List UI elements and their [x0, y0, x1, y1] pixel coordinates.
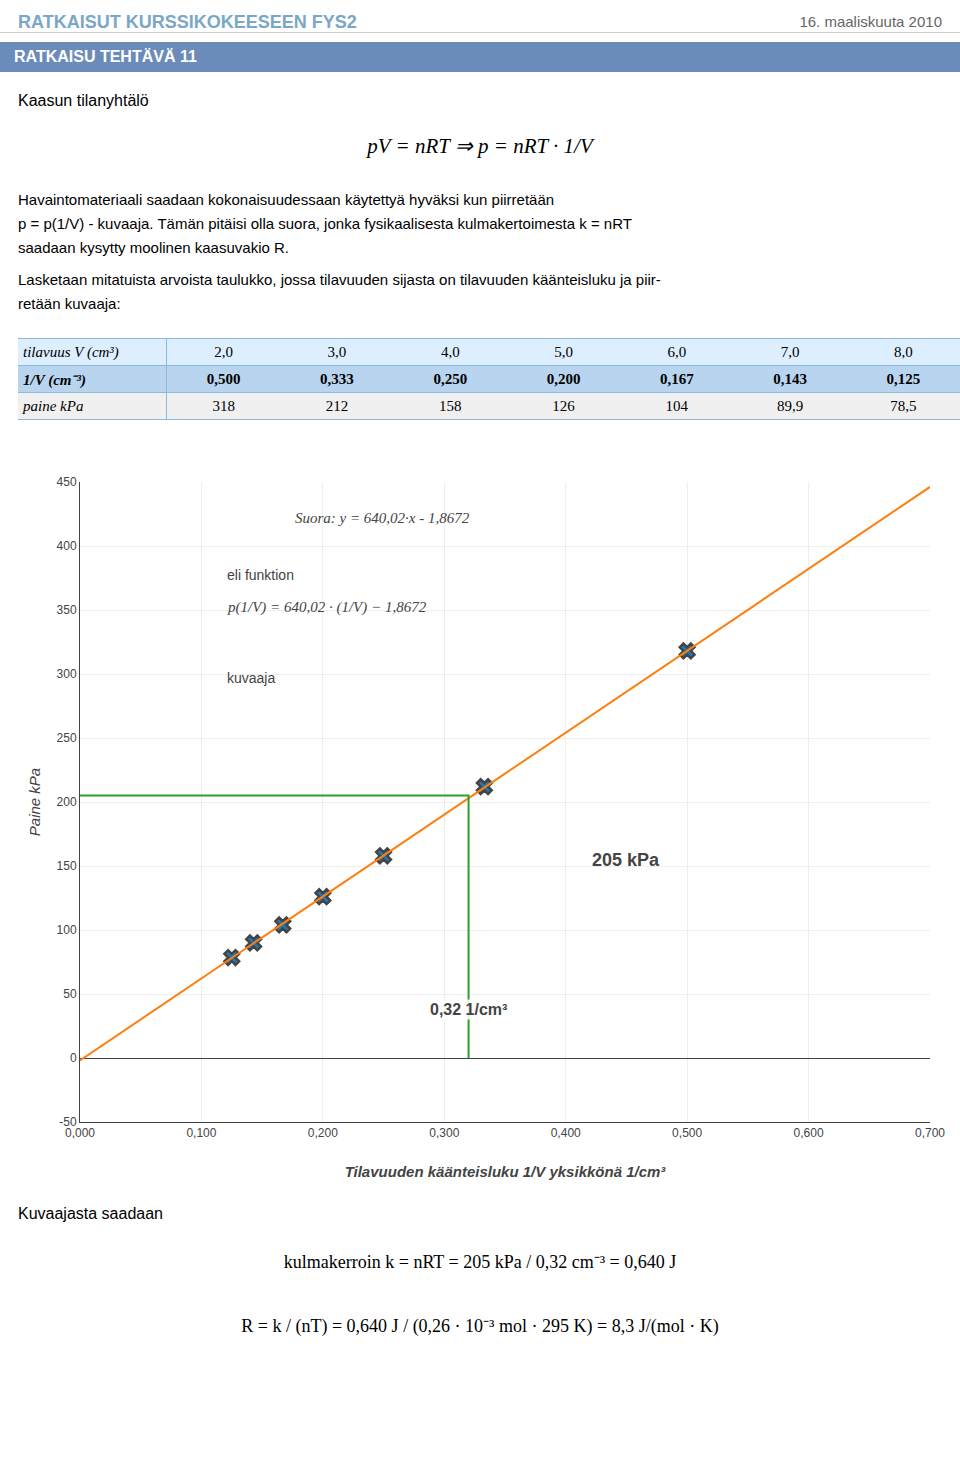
- svg-text:0,300: 0,300: [429, 1126, 459, 1140]
- svg-text:200: 200: [57, 795, 77, 809]
- svg-text:0,600: 0,600: [794, 1126, 824, 1140]
- html-text:Lasketaan mitatuista arvoista: Lasketaan mitatuista arvoista taulukko, …: [18, 271, 661, 288]
- html-text:p = p(1/V) - kuvaaja. Tämän pi: p = p(1/V) - kuvaaja. Tämän pitäisi olla…: [18, 215, 632, 232]
- svg-text:205 kPa: 205 kPa: [592, 850, 660, 870]
- html-text:tilavuus V (cm³): tilavuus V (cm³): [23, 343, 119, 360]
- html-text:104: 104: [665, 397, 688, 414]
- svg-text:Paine kPa: Paine kPa: [26, 768, 43, 836]
- svg-text:Suora: y = 640,02·x - 1,8672: Suora: y = 640,02·x - 1,8672: [295, 510, 470, 526]
- html-text:78,5: 78,5: [890, 397, 917, 414]
- html-text:16. maaliskuuta 2010: 16. maaliskuuta 2010: [799, 13, 942, 30]
- svg-text:0,32 1/cm³: 0,32 1/cm³: [430, 1001, 507, 1018]
- html-text:0,250: 0,250: [433, 370, 468, 387]
- html-text:0,200: 0,200: [546, 370, 581, 387]
- html-text:RATKAISU TEHTÄVÄ 11: RATKAISU TEHTÄVÄ 11: [14, 48, 197, 65]
- svg-text:0,500: 0,500: [672, 1126, 702, 1140]
- svg-text:0,700: 0,700: [915, 1126, 945, 1140]
- html-text:5,0: 5,0: [554, 343, 573, 360]
- html-text:pV = nRT ⇒ p = nRT · 1/V: pV = nRT ⇒ p = nRT · 1/V: [367, 134, 593, 158]
- html-text:6,0: 6,0: [667, 343, 687, 360]
- html-text:7,0: 7,0: [780, 343, 800, 360]
- html-text:R = k / (nT) = 0,640 J / (0,26: R = k / (nT) = 0,640 J / (0,26 · 10⁻³ mo…: [241, 1316, 719, 1336]
- html-text:Kuvaajasta saadaan: Kuvaajasta saadaan: [18, 1205, 163, 1222]
- svg-text:0,200: 0,200: [308, 1126, 338, 1140]
- html-text:saadaan kysytty moolinen kaasu: saadaan kysytty moolinen kaasuvakio R.: [18, 239, 289, 256]
- html-text:retään kuvaaja:: retään kuvaaja:: [18, 295, 121, 312]
- svg-text:0,100: 0,100: [186, 1126, 216, 1140]
- svg-text:0,000: 0,000: [65, 1126, 95, 1140]
- html-text:0,333: 0,333: [320, 370, 354, 387]
- svg-text:150: 150: [57, 859, 77, 873]
- html-text:paine kPa: paine kPa: [23, 397, 84, 414]
- svg-text:100: 100: [57, 923, 77, 937]
- html-text:RATKAISUT KURSSIKOKEESEEN FYS2: RATKAISUT KURSSIKOKEESEEN FYS2: [18, 12, 357, 32]
- html-text:0,125: 0,125: [886, 370, 921, 387]
- html-text:0,143: 0,143: [773, 370, 807, 387]
- html-text:212: 212: [325, 397, 349, 414]
- html-text:Havaintomateriaali saadaan kok: Havaintomateriaali saadaan kokonaisuudes…: [18, 191, 555, 208]
- svg-text:400: 400: [57, 539, 77, 553]
- html-text:2,0: 2,0: [214, 343, 234, 360]
- svg-text:450: 450: [57, 475, 77, 489]
- svg-text:250: 250: [57, 731, 77, 745]
- html-text:158: 158: [439, 397, 462, 414]
- html-text:kulmakerroin k = nRT = 205 kPa: kulmakerroin k = nRT = 205 kPa / 0,32 cm…: [283, 1252, 677, 1272]
- html-text:3,0: 3,0: [327, 343, 347, 360]
- html-text:126: 126: [552, 397, 575, 414]
- svg-text:Tilavuuden käänteisluku 1/V yk: Tilavuuden käänteisluku 1/V yksikkönä 1/…: [345, 1163, 667, 1180]
- html-text:4,0: 4,0: [440, 343, 460, 360]
- html-text:1/V (cm⁻³): 1/V (cm⁻³): [23, 372, 86, 388]
- svg-text:-50: -50: [59, 1115, 77, 1129]
- svg-text:p(1/V) = 640,02 · (1/V) − 1,86: p(1/V) = 640,02 · (1/V) − 1,8672: [227, 599, 427, 616]
- svg-text:350: 350: [57, 603, 77, 617]
- html-text:8,0: 8,0: [894, 343, 913, 360]
- svg-text:300: 300: [57, 667, 77, 681]
- svg-text:0,400: 0,400: [551, 1126, 581, 1140]
- html-text:0,500: 0,500: [206, 370, 241, 387]
- html-text:318: 318: [212, 397, 235, 414]
- svg-text:kuvaaja: kuvaaja: [227, 670, 275, 686]
- svg-text:0: 0: [70, 1051, 77, 1065]
- svg-text:50: 50: [63, 987, 77, 1001]
- html-text:89,9: 89,9: [776, 397, 804, 414]
- svg-text:eli funktion: eli funktion: [227, 567, 294, 583]
- html-text:0,167: 0,167: [659, 370, 694, 387]
- html-text:Kaasun tilanyhtälö: Kaasun tilanyhtälö: [18, 92, 149, 109]
